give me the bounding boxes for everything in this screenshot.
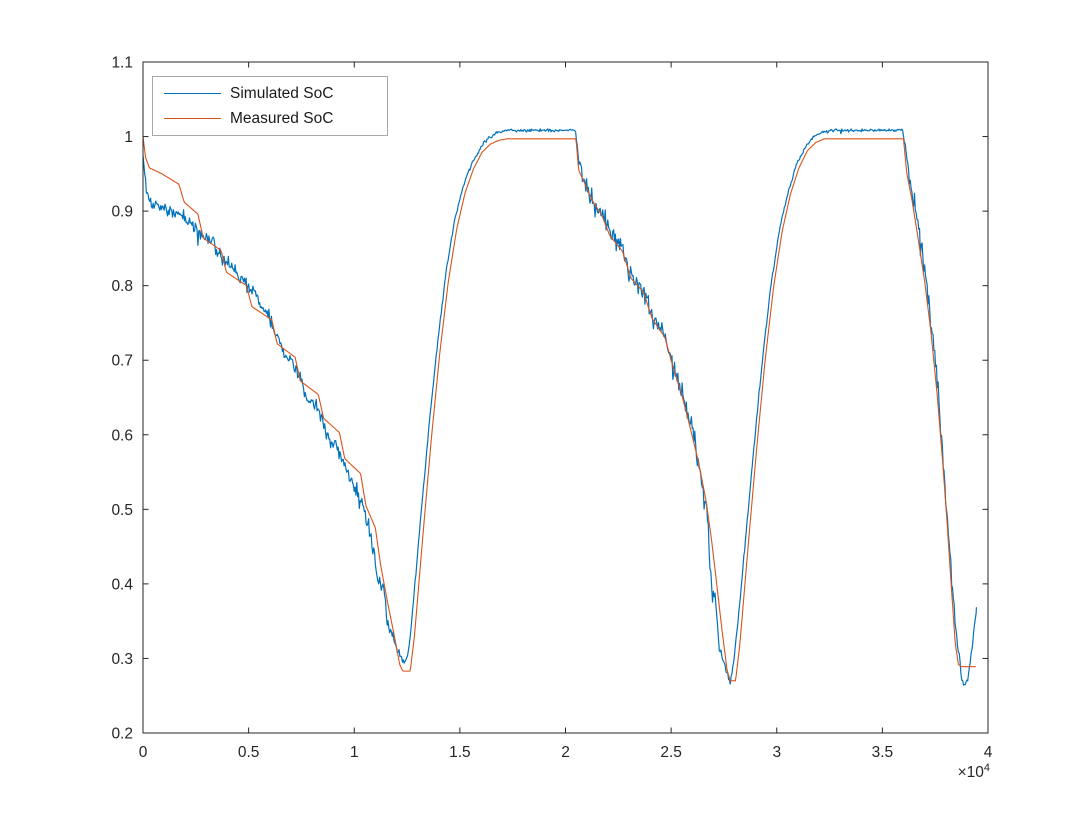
- legend-item-simulated-soc: Simulated SoC: [153, 81, 387, 106]
- legend-label-simulated: Simulated SoC: [230, 84, 334, 102]
- x-tick-label: 0: [139, 744, 148, 761]
- y-tick-label: 1: [124, 129, 133, 146]
- y-tick-label: 0.9: [111, 204, 133, 221]
- y-tick-label: 1.1: [111, 55, 133, 72]
- legend-label-measured: Measured SoC: [230, 109, 334, 127]
- y-tick-label: 0.3: [111, 651, 133, 668]
- x-axis-exponent-label: ×104: [958, 762, 990, 782]
- x-tick-label: 3: [772, 744, 781, 761]
- x-tick-label: 1.5: [449, 744, 471, 761]
- legend: Simulated SoC Measured SoC: [152, 76, 388, 136]
- legend-line-sample-measured: [164, 118, 221, 119]
- series-line-simulated-soc: [142, 128, 977, 686]
- y-tick-label: 0.6: [111, 427, 133, 444]
- y-tick-label: 0.7: [111, 353, 133, 370]
- y-tick-label: 0.4: [111, 576, 133, 593]
- x-tick-label: 2: [561, 744, 570, 761]
- y-tick-label: 0.2: [111, 726, 133, 743]
- x-exponent-power: 4: [983, 762, 990, 774]
- y-tick-label: 0.8: [111, 278, 133, 295]
- x-tick-label: 4: [984, 744, 993, 761]
- x-tick-label: 0.5: [238, 744, 260, 761]
- series-line-measured-soc: [142, 136, 976, 682]
- y-tick-label: 0.5: [111, 502, 133, 519]
- axes-box: [142, 61, 989, 734]
- x-tick-label: 3.5: [872, 744, 894, 761]
- x-exponent-base: ×10: [957, 764, 984, 782]
- x-tick-label: 2.5: [660, 744, 682, 761]
- x-tick-label: 1: [350, 744, 359, 761]
- legend-item-measured-soc: Measured SoC: [153, 106, 387, 131]
- legend-line-sample-simulated: [164, 93, 221, 94]
